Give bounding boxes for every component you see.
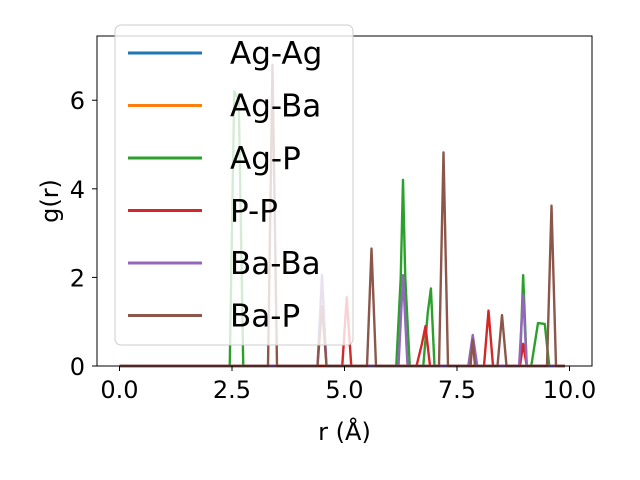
legend-entry-label: Ag-P [230, 141, 301, 177]
x-tick-label: 7.5 [438, 376, 476, 404]
legend-entry-label: P-P [230, 194, 278, 230]
y-axis-label: g(r) [36, 179, 64, 223]
y-tick-label: 6 [70, 87, 85, 115]
legend-entry-label: Ag-Ba [230, 89, 321, 125]
x-tick-label: 5.0 [325, 376, 363, 404]
legend: Ag-Ag Ag-Ba Ag-P P-P Ba-Ba Ba-P [114, 24, 354, 346]
legend-entry-label: Ag-Ag [230, 36, 322, 72]
y-tick-label: 2 [70, 264, 85, 292]
legend-box [114, 24, 354, 346]
axes-ticks: 0.0 2.5 5.0 7.5 10.0 0 2 4 6 [70, 87, 597, 404]
x-tick-label: 10.0 [543, 376, 596, 404]
y-tick-label: 4 [70, 176, 85, 204]
legend-entry-label: Ba-Ba [230, 246, 321, 282]
x-axis-label: r (Å) [318, 417, 371, 446]
x-tick-label: 0.0 [100, 376, 138, 404]
legend-entry-label: Ba-P [230, 299, 300, 335]
x-tick-label: 2.5 [213, 376, 251, 404]
y-tick-label: 0 [70, 353, 85, 381]
